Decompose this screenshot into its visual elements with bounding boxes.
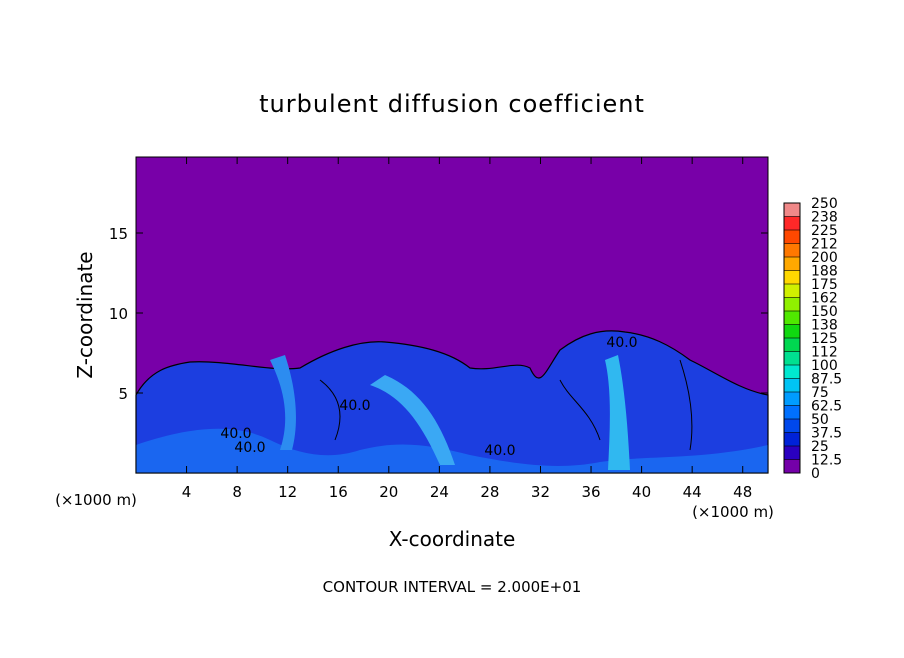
note: CONTOUR INTERVAL = 2.000E+01 (323, 578, 582, 596)
x-tick-label: 36 (581, 483, 600, 501)
colorbar-tick-label: 12.5 (811, 453, 842, 469)
colorbar-tick-label: 162 (811, 291, 838, 307)
y-tick-label: 10 (109, 305, 128, 323)
colorbar-band (784, 338, 800, 352)
colorbar-tick-label: 250 (811, 196, 838, 212)
colorbar-band (784, 297, 800, 311)
contour-line (679, 359, 693, 451)
colorbar-band (784, 243, 800, 257)
x-tick-label: 8 (232, 483, 242, 501)
colorbar-band (784, 405, 800, 419)
colorbar-tick-label: 175 (811, 277, 838, 293)
colorbar-band (784, 459, 800, 473)
contour-label: 40.0 (484, 443, 515, 459)
colorbar-band (784, 432, 800, 446)
colorbar-tick-label: 62.5 (811, 399, 842, 415)
contour-label: 40.0 (220, 426, 251, 442)
colorbar-band (784, 446, 800, 460)
x-tick-label: 4 (182, 483, 192, 501)
colorbar-band (784, 392, 800, 406)
field-streak (605, 355, 630, 470)
colorbar-band (784, 284, 800, 298)
x-unit: (×1000 m) (55, 491, 137, 509)
colorbar-tick-label: 150 (811, 304, 838, 320)
field (135, 157, 769, 474)
contour-line (559, 379, 601, 441)
x-tick-label: 28 (480, 483, 499, 501)
contour-label: 40.0 (234, 440, 265, 456)
x-tick-label: 24 (430, 483, 449, 501)
chart-title: turbulent diffusion coefficient (259, 90, 645, 118)
x-tick-label: 20 (379, 483, 398, 501)
colorbar-tick-label: 112 (811, 345, 838, 361)
plot-frame (135, 156, 769, 474)
colorbar-tick-label: 100 (811, 358, 838, 374)
colorbar-band (784, 203, 800, 217)
colorbar-band (784, 324, 800, 338)
x-tick-label: 40 (632, 483, 651, 501)
y-axis-label: Z-coordinate (73, 251, 97, 378)
field-streak (270, 355, 296, 450)
colorbar-tick-label: 0 (811, 466, 820, 482)
colorbar-tick-label: 138 (811, 318, 838, 334)
x-tick-label: 16 (329, 483, 348, 501)
colorbar-tick-label: 75 (811, 385, 829, 401)
contour-label: 40.0 (606, 335, 637, 351)
x-axis-label: X-coordinate (389, 527, 516, 551)
x-tick-label: 12 (278, 483, 297, 501)
x-tick-label: 32 (531, 483, 550, 501)
colorbar-tick-label: 87.5 (811, 372, 842, 388)
colorbar-tick-label: 50 (811, 412, 829, 428)
colorbar-band (784, 365, 800, 379)
colorbar-band (784, 311, 800, 325)
colorbar-band (784, 216, 800, 230)
colorbar-tick-label: 25 (811, 439, 829, 455)
colorbar-band (784, 419, 800, 433)
y-tick-label: 5 (118, 385, 128, 403)
colorbar-tick-label: 188 (811, 264, 838, 280)
x-tick-label: 48 (733, 483, 752, 501)
contour-line (319, 379, 341, 441)
colorbar-tick-label: 212 (811, 237, 838, 253)
colorbar-tick-label: 125 (811, 331, 838, 347)
y-tick-label: 15 (109, 225, 128, 243)
x-tick-label: 44 (683, 483, 702, 501)
colorbar-tick-label: 238 (811, 210, 838, 226)
colorbar-band (784, 257, 800, 271)
colorbar-band (784, 270, 800, 284)
colorbar-band (784, 351, 800, 365)
colorbar-band (784, 378, 800, 392)
colorbar-band (784, 230, 800, 244)
contour-label: 40.0 (339, 398, 370, 414)
y-unit: (×1000 m) (692, 503, 774, 521)
colorbar-tick-label: 200 (811, 250, 838, 266)
colorbar-tick-label: 37.5 (811, 426, 842, 442)
field-streak (370, 375, 455, 465)
colorbar-tick-label: 225 (811, 223, 838, 239)
